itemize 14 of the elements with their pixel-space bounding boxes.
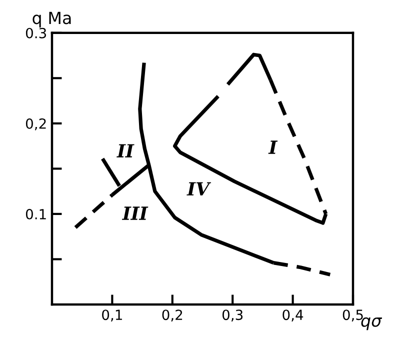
x-tick-label: 0,2 (162, 310, 182, 322)
y-tick-label: 0.3 (26, 28, 46, 38)
x-axis-title: qσ (361, 317, 382, 330)
y-tick-label: 0.1 (26, 208, 46, 220)
x-tick-label: 0,1 (102, 310, 122, 322)
annotation: II (116, 144, 134, 158)
annotation: IV (186, 182, 212, 196)
annotation: I (268, 140, 278, 154)
x-tick-label: 0,4 (282, 310, 304, 322)
annotation: III (122, 206, 148, 220)
x-tick-label: 0,3 (222, 310, 243, 322)
y-axis-title: q Ma (32, 12, 71, 28)
x-tick-label: 0,5 (342, 310, 363, 322)
y-tick-label: 0,2 (26, 118, 46, 130)
